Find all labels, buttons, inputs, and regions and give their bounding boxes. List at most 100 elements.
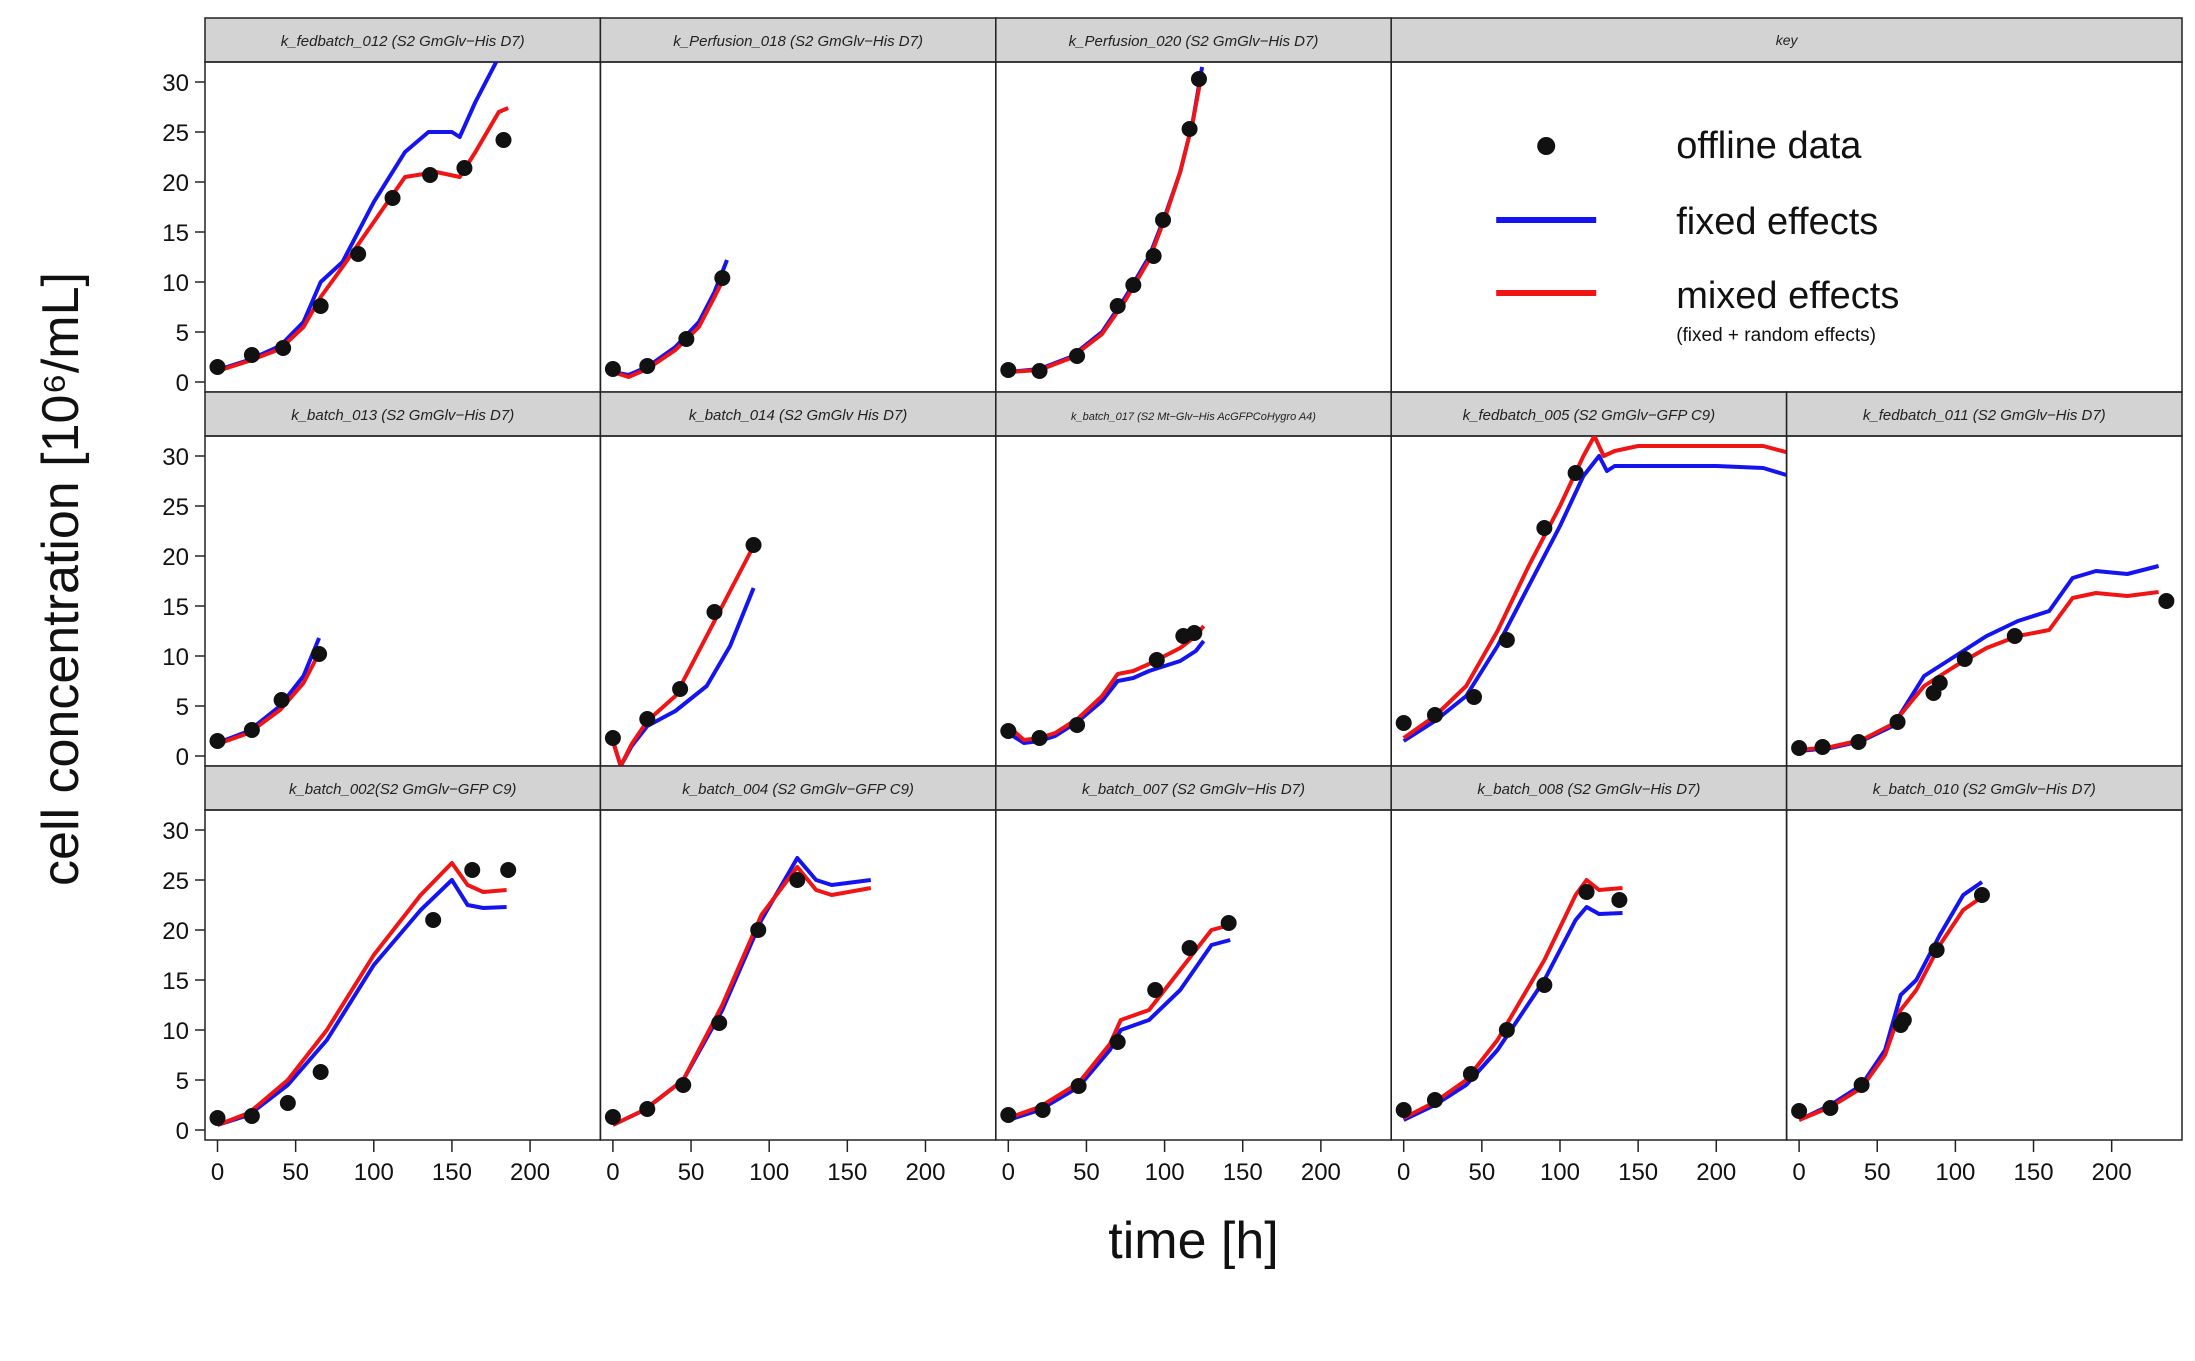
offline-data-point bbox=[464, 862, 481, 878]
x-tick-label: 200 bbox=[905, 1159, 945, 1186]
legend-mixed-sublabel: (fixed + random effects) bbox=[1676, 325, 1876, 346]
offline-data-point bbox=[604, 730, 621, 746]
mixed-effects-line bbox=[612, 865, 872, 1127]
panel-strip bbox=[995, 765, 1392, 811]
y-tick-label: 0 bbox=[176, 1118, 189, 1145]
y-tick-label: 25 bbox=[162, 868, 189, 895]
y-tick-label: 25 bbox=[162, 494, 189, 521]
offline-data-point bbox=[789, 872, 806, 888]
legend-strip bbox=[1390, 17, 2183, 63]
offline-data-point bbox=[672, 681, 689, 697]
x-tick-label: 50 bbox=[282, 1159, 309, 1186]
legend: key offline data fixed effects mixed effect… bbox=[1390, 17, 2183, 393]
offline-data-point bbox=[209, 1110, 226, 1126]
panel: k_batch_017 (S2 Mt−Glv−His AcGFPCoHygro … bbox=[995, 391, 1392, 767]
offline-data-point bbox=[639, 711, 656, 727]
panel-frame bbox=[1390, 435, 1788, 767]
panel-strip bbox=[204, 17, 602, 63]
offline-data-point bbox=[1395, 1102, 1412, 1118]
offline-data-point bbox=[243, 722, 260, 738]
offline-data-point bbox=[1000, 723, 1017, 739]
panel-strip bbox=[1390, 765, 1788, 811]
x-tick-label: 0 bbox=[606, 1159, 619, 1186]
offline-data-point bbox=[1109, 1034, 1126, 1050]
offline-data-point bbox=[1498, 632, 1515, 648]
offline-data-point bbox=[273, 692, 290, 708]
panel: k_batch_002(S2 GmGlv−GFP C9) bbox=[204, 765, 602, 1141]
offline-data-point bbox=[1931, 675, 1948, 691]
offline-data-point bbox=[1822, 1100, 1839, 1116]
x-tick-label: 150 bbox=[432, 1159, 472, 1186]
x-axis-title: time [h] bbox=[1108, 1212, 1279, 1270]
offline-data-point bbox=[1181, 940, 1198, 956]
legend-mixed-label: mixed effects bbox=[1676, 275, 1899, 317]
offline-data-point bbox=[243, 1108, 260, 1124]
fixed-effects-line bbox=[1402, 454, 1787, 743]
y-tick-label: 25 bbox=[162, 120, 189, 147]
offline-data-point bbox=[209, 359, 226, 375]
offline-data-point bbox=[750, 922, 767, 938]
fixed-effects-line bbox=[216, 637, 321, 745]
x-tick-label: 50 bbox=[1073, 1159, 1100, 1186]
y-tick-label: 20 bbox=[162, 918, 189, 945]
legend-points-label: offline data bbox=[1676, 125, 1862, 167]
panel-frame bbox=[995, 435, 1392, 767]
offline-data-point bbox=[1536, 520, 1553, 536]
y-tick-label: 20 bbox=[162, 544, 189, 571]
offline-data-point bbox=[275, 340, 292, 356]
offline-data-point bbox=[2158, 593, 2175, 609]
offline-data-point bbox=[1462, 1066, 1479, 1082]
mixed-effects-line bbox=[216, 861, 507, 1127]
y-tick-label: 15 bbox=[162, 594, 189, 621]
offline-data-point bbox=[1426, 707, 1443, 723]
offline-data-point bbox=[209, 733, 226, 749]
mixed-effects-line bbox=[1798, 590, 2159, 752]
offline-data-point bbox=[422, 167, 439, 183]
mixed-effects-line bbox=[1007, 923, 1231, 1120]
offline-data-point bbox=[312, 298, 329, 314]
offline-data-point bbox=[1148, 652, 1165, 668]
x-tick-label: 150 bbox=[827, 1159, 867, 1186]
offline-data-point bbox=[1031, 730, 1048, 746]
fixed-effects-line bbox=[216, 62, 499, 372]
offline-data-point bbox=[604, 1109, 621, 1125]
panel-strip bbox=[204, 765, 602, 811]
offline-data-point bbox=[675, 1077, 692, 1093]
panel-title: k_fedbatch_005 (S2 GmGlv−GFP C9) bbox=[1463, 407, 1715, 424]
offline-data-point bbox=[1814, 739, 1831, 755]
offline-data-point bbox=[1069, 717, 1086, 733]
panel-strip bbox=[1785, 765, 2183, 811]
offline-data-point bbox=[1791, 740, 1808, 756]
offline-data-point bbox=[1220, 915, 1237, 931]
panel-strip bbox=[599, 765, 997, 811]
offline-data-point bbox=[1069, 348, 1086, 364]
panel-title: k_batch_004 (S2 GmGlv−GFP C9) bbox=[682, 781, 914, 798]
fixed-effects-line bbox=[612, 856, 872, 1127]
x-tick-label: 100 bbox=[354, 1159, 394, 1186]
offline-data-point bbox=[1155, 212, 1172, 228]
offline-data-point bbox=[678, 331, 695, 347]
mixed-effects-line bbox=[1008, 71, 1205, 374]
panel: k_batch_007 (S2 GmGlv−His D7) bbox=[995, 765, 1392, 1141]
offline-data-point bbox=[1498, 1022, 1515, 1038]
mixed-effects-line bbox=[1402, 878, 1623, 1120]
legend-point-swatch bbox=[1537, 137, 1556, 155]
offline-data-point bbox=[279, 1095, 296, 1111]
y-tick-label: 30 bbox=[162, 70, 189, 97]
offline-data-point bbox=[1853, 1077, 1870, 1093]
y-tick-label: 15 bbox=[162, 220, 189, 247]
x-tick-label: 200 bbox=[2092, 1159, 2132, 1186]
offline-data-point bbox=[1850, 734, 1867, 750]
panel: k_fedbatch_011 (S2 GmGlv−His D7) bbox=[1785, 391, 2183, 767]
offline-data-point bbox=[1578, 884, 1595, 900]
offline-data-point bbox=[745, 537, 762, 553]
y-tick-label: 0 bbox=[176, 744, 189, 771]
x-tick-label: 100 bbox=[749, 1159, 789, 1186]
offline-data-point bbox=[312, 1064, 329, 1080]
offline-data-point bbox=[711, 1015, 728, 1031]
offline-data-point bbox=[1536, 977, 1553, 993]
offline-data-point bbox=[1186, 625, 1203, 641]
x-tick-label: 100 bbox=[1935, 1159, 1975, 1186]
panel: k_fedbatch_005 (S2 GmGlv−GFP C9) bbox=[1390, 391, 1788, 767]
y-axis-title: cell concentration [10⁶/mL] bbox=[32, 272, 90, 886]
